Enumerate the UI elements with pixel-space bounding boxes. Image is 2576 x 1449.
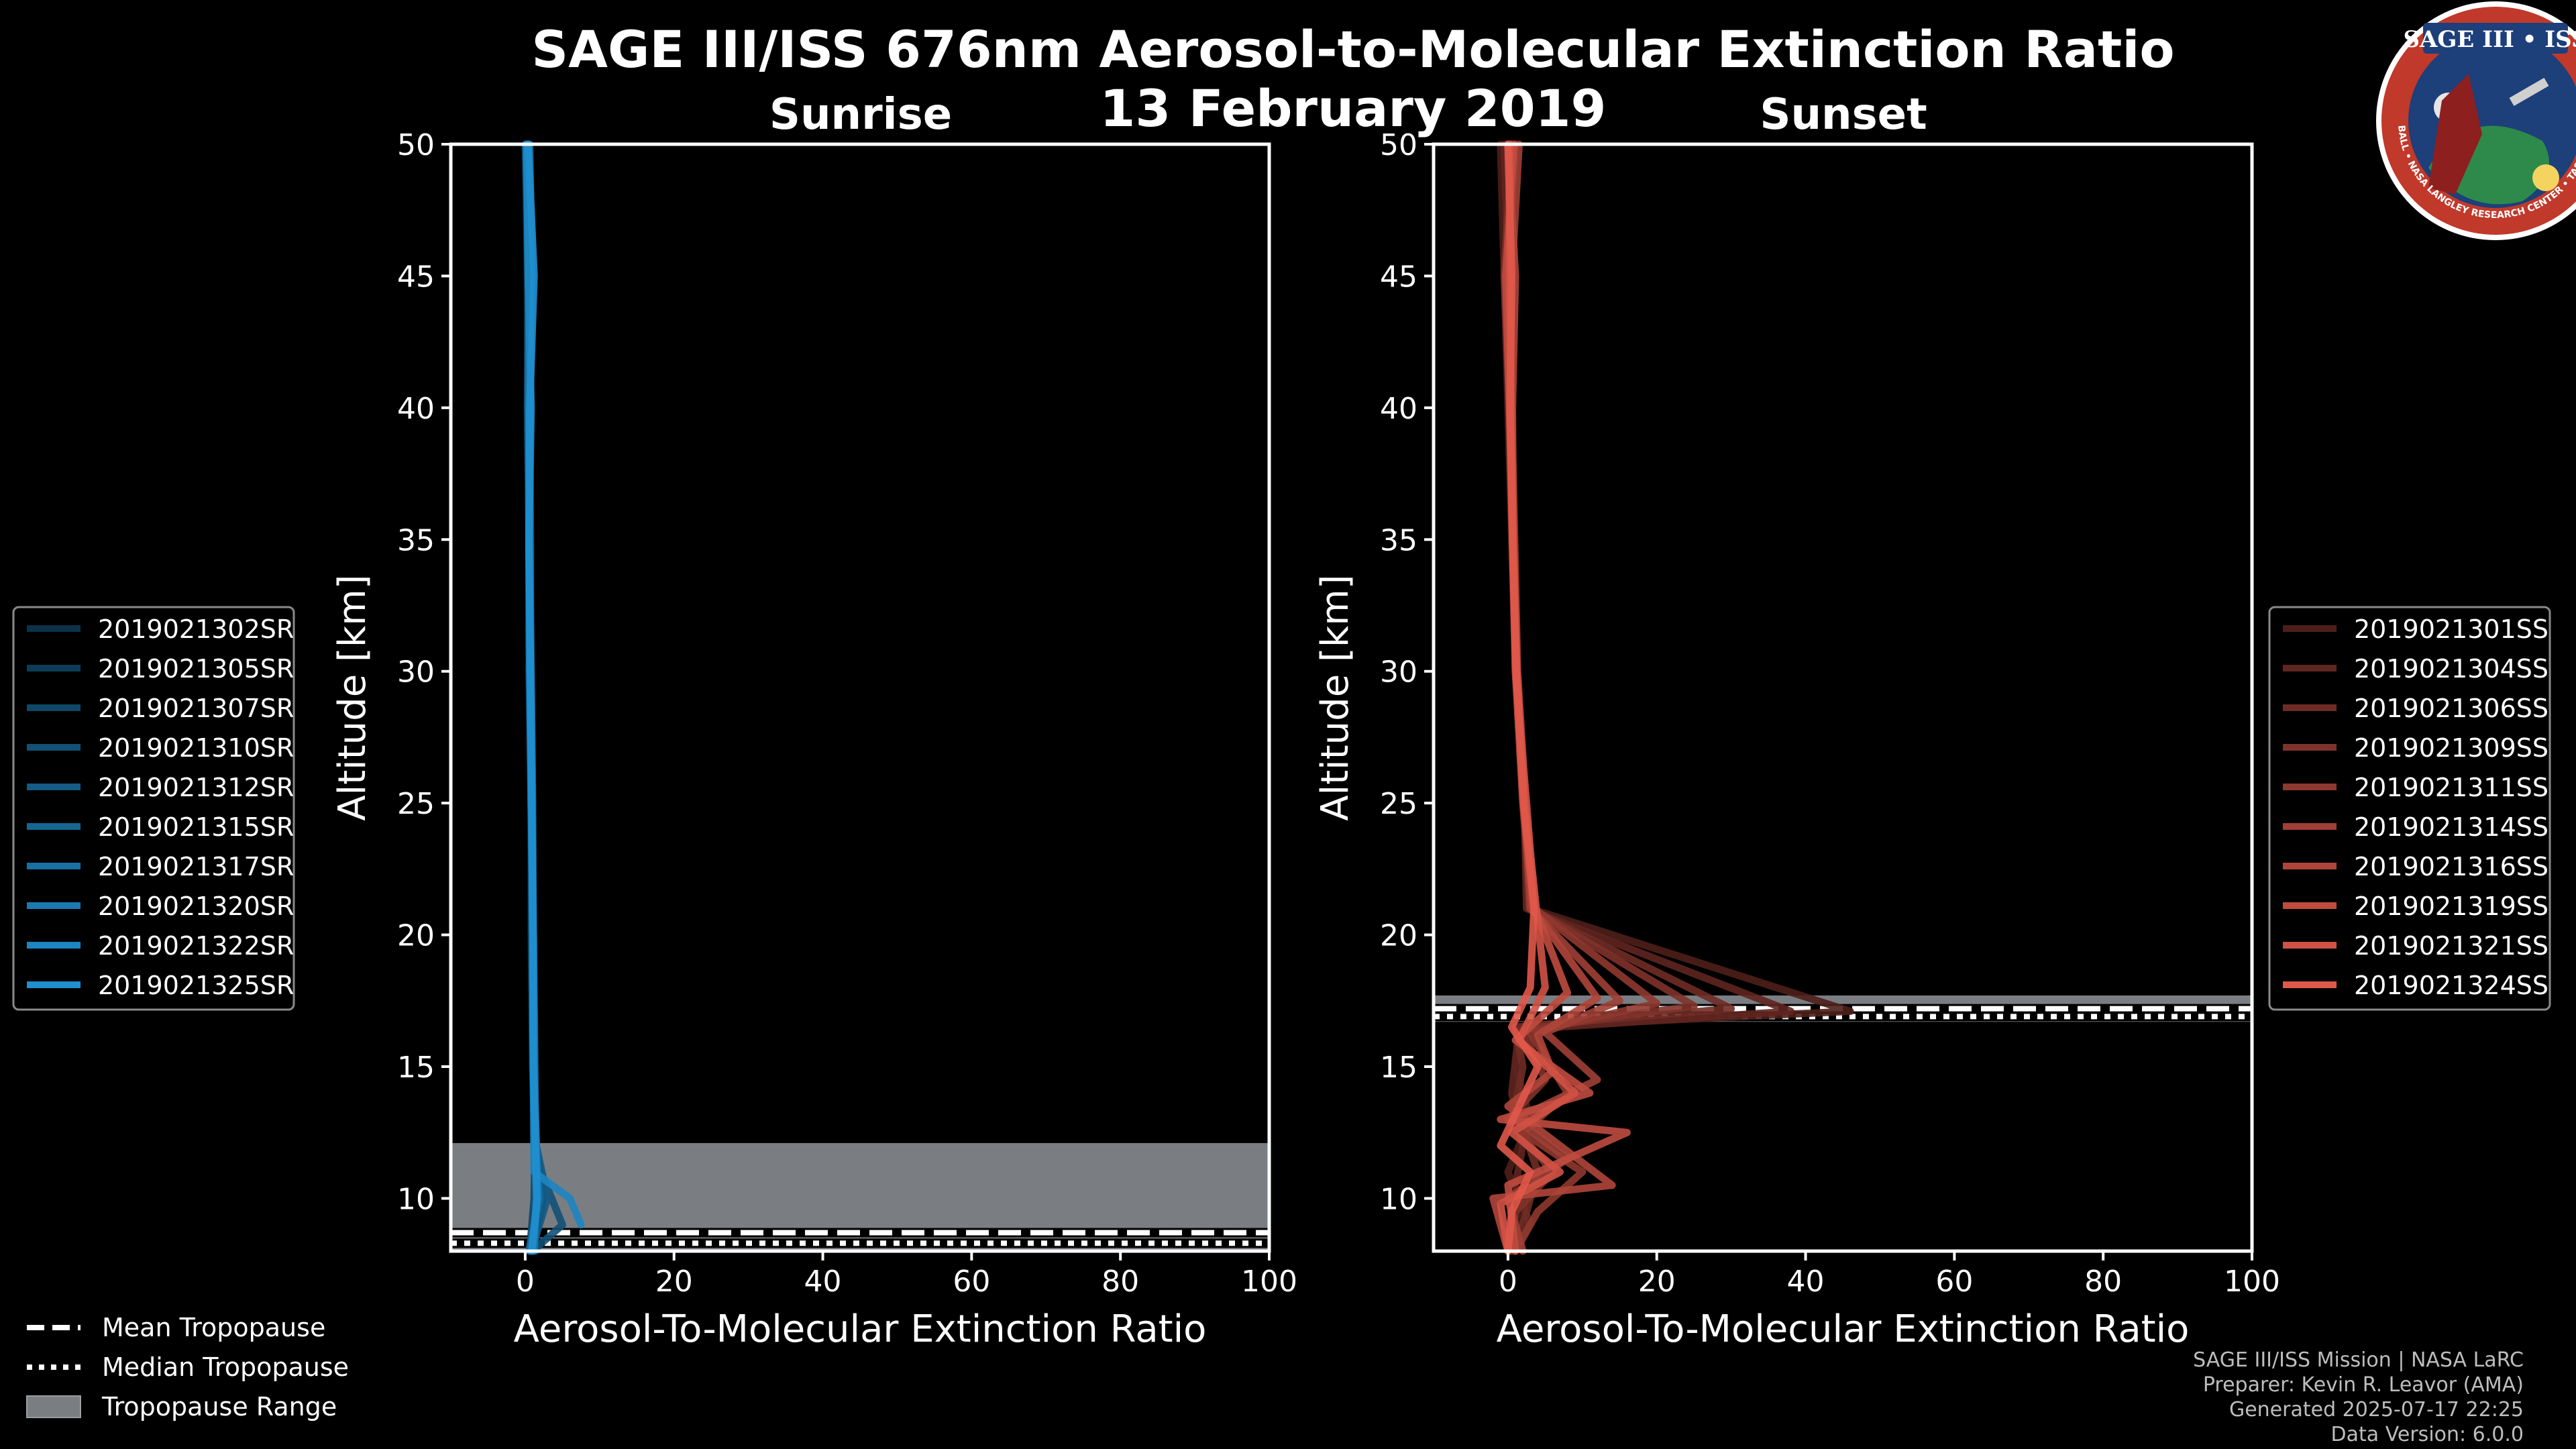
sunset-series-2019021324SS — [1497, 140, 1542, 1255]
credit-generated: Generated 2025-07-17 22:25 — [2229, 1398, 2524, 1421]
sunset-panel: Sunset 0 20 40 60 80 100 10 15 20 25 30 35 40 45 50 Ae… — [1313, 90, 2280, 1351]
sunrise-x-tick-label: 40 — [804, 1265, 842, 1299]
sunset-y-tick-label: 35 — [1380, 523, 1417, 557]
sunset-y-tick-label: 40 — [1380, 392, 1417, 426]
sunset-x-tick-label: 20 — [1638, 1265, 1676, 1299]
sunset-y-tick-label: 15 — [1380, 1051, 1417, 1085]
sunset-legend-label-2019021321SS: 2019021321SS — [2354, 931, 2548, 961]
logo-banner — [2423, 23, 2568, 54]
median-tropopause-label: Median Tropopause — [102, 1352, 349, 1382]
sunrise-y-tick-label: 50 — [397, 128, 435, 162]
logo-text: SAGE III • ISS — [2403, 26, 2576, 53]
sunrise-x-axis-label: Aerosol-To-Molecular Extinction Ratio — [514, 1307, 1207, 1351]
credit-mission: SAGE III/ISS Mission | NASA LaRC — [2193, 1348, 2524, 1372]
sunset-y-tick-label: 25 — [1380, 787, 1417, 821]
sunset-legend-label-2019021319SS: 2019021319SS — [2354, 892, 2548, 921]
sunrise-legend-label-2019021312SR: 2019021312SR — [98, 773, 294, 802]
sage-iss-logo: SAGE III • ISS BALL • NASA LANGLEY RESEA… — [2376, 1, 2576, 240]
sunset-x-axis-label: Aerosol-To-Molecular Extinction Ratio — [1497, 1307, 2190, 1351]
sunset-title: Sunset — [1760, 90, 1927, 140]
sunrise-y-tick-label: 30 — [397, 655, 435, 690]
sunset-legend: 2019021301SS 2019021304SS 2019021306SS 2019… — [2268, 606, 2551, 1011]
sunrise-x-tick-label: 100 — [1241, 1265, 1297, 1299]
sunset-x-tick-label: 60 — [1935, 1265, 1973, 1299]
sunrise-x-tick-label: 20 — [655, 1265, 693, 1299]
sunrise-legend-label-2019021320SR: 2019021320SR — [98, 892, 294, 921]
sunset-x-tick-label: 40 — [1787, 1265, 1825, 1299]
sunset-legend-label-2019021311SS: 2019021311SS — [2354, 773, 2548, 802]
sunset-series-layer — [1489, 140, 1854, 1255]
sunrise-title: Sunrise — [769, 90, 952, 140]
sunrise-panel: Sunrise 0 20 40 60 80 100 10 15 20 25 30 35 40 45 50 A… — [331, 90, 1297, 1351]
sunrise-legend-label-2019021317SR: 2019021317SR — [98, 852, 294, 881]
sunset-y-tick-label: 20 — [1380, 919, 1417, 953]
sunset-legend-label-2019021316SS: 2019021316SS — [2354, 852, 2548, 881]
sunset-y-axis-label: Altitude [km] — [1313, 574, 1357, 820]
sunset-series-2019021301SS — [1497, 140, 1854, 1255]
logo-station-icon — [2509, 77, 2549, 107]
sunrise-y-tick-label: 45 — [397, 260, 435, 294]
sunrise-x-tick-label: 80 — [1102, 1265, 1139, 1299]
sunset-series-2019021304SS — [1500, 140, 1794, 1255]
sunrise-x-tick-label: 0 — [516, 1265, 535, 1299]
sunrise-plot-frame — [449, 142, 1271, 1253]
sunset-legend-label-2019021306SS: 2019021306SS — [2354, 694, 2548, 723]
sunrise-legend: 2019021302SR 2019021305SR 2019021307SR 2019… — [12, 606, 295, 1011]
sunset-y-tick-label: 50 — [1380, 128, 1417, 162]
sunset-x-tick-label: 100 — [2224, 1265, 2280, 1299]
sunrise-ticks: 0 20 40 60 80 100 10 15 20 25 30 35 40 45 50 — [397, 128, 1297, 1299]
credits: SAGE III/ISS Mission | NASA LaRC Prepare… — [2193, 1348, 2524, 1446]
sunrise-y-axis-label: Altitude [km] — [331, 574, 374, 820]
sunrise-legend-label-2019021315SR: 2019021315SR — [98, 812, 294, 842]
sunrise-legend-label-2019021302SR: 2019021302SR — [98, 614, 294, 644]
sunset-legend-label-2019021314SS: 2019021314SS — [2354, 812, 2548, 842]
sunset-x-tick-label: 80 — [2084, 1265, 2122, 1299]
figure-date: 13 February 2019 — [1100, 78, 1607, 138]
sunrise-y-tick-label: 20 — [397, 919, 435, 953]
sunrise-series-layer — [521, 140, 585, 1255]
logo-sun-icon — [2532, 164, 2559, 191]
tropopause-legend: Mean Tropopause Median Tropopause Tropop… — [26, 1313, 349, 1421]
sunset-y-tick-label: 45 — [1380, 260, 1417, 294]
sunrise-y-tick-label: 15 — [397, 1051, 435, 1085]
sunrise-tropopause-layer — [451, 1142, 1269, 1251]
sunset-legend-label-2019021324SS: 2019021324SS — [2354, 971, 2548, 1000]
sunrise-y-tick-label: 40 — [397, 392, 435, 426]
sunrise-series-2019021325SR — [524, 140, 541, 1255]
sunset-legend-label-2019021301SS: 2019021301SS — [2354, 614, 2548, 644]
figure-title: SAGE III/ISS 676nm Aerosol-to-Molecular … — [531, 19, 2174, 79]
credit-preparer: Preparer: Kevin R. Leavor (AMA) — [2203, 1373, 2524, 1397]
sunrise-y-tick-label: 35 — [397, 523, 435, 557]
sunrise-legend-box — [12, 606, 295, 1011]
tropopause-range-swatch — [26, 1395, 81, 1418]
credit-data-version: Data Version: 6.0.0 — [2331, 1423, 2524, 1446]
sunrise-y-tick-label: 10 — [397, 1182, 435, 1216]
sunrise-legend-label-2019021310SR: 2019021310SR — [98, 733, 294, 763]
tropopause-range-label: Tropopause Range — [101, 1392, 337, 1421]
sunset-y-tick-label: 30 — [1380, 655, 1417, 690]
sunrise-legend-label-2019021322SR: 2019021322SR — [98, 931, 294, 961]
mean-tropopause-label: Mean Tropopause — [102, 1313, 325, 1342]
sunset-legend-label-2019021304SS: 2019021304SS — [2354, 654, 2548, 684]
sunrise-legend-label-2019021305SR: 2019021305SR — [98, 654, 294, 684]
sunset-legend-label-2019021309SS: 2019021309SS — [2354, 733, 2548, 763]
sunset-x-tick-label: 0 — [1499, 1265, 1517, 1299]
sunset-y-tick-label: 10 — [1380, 1182, 1417, 1216]
sunset-legend-box — [2268, 606, 2551, 1011]
sunset-plot-frame — [1432, 142, 2254, 1253]
logo-figure-icon — [2428, 74, 2482, 195]
sunset-ticks: 0 20 40 60 80 100 10 15 20 25 30 35 40 45 50 — [1380, 128, 2280, 1299]
sunrise-legend-label-2019021307SR: 2019021307SR — [98, 694, 294, 723]
sunrise-x-tick-label: 60 — [953, 1265, 990, 1299]
sunrise-legend-label-2019021325SR: 2019021325SR — [98, 971, 294, 1000]
sunrise-y-tick-label: 25 — [397, 787, 435, 821]
